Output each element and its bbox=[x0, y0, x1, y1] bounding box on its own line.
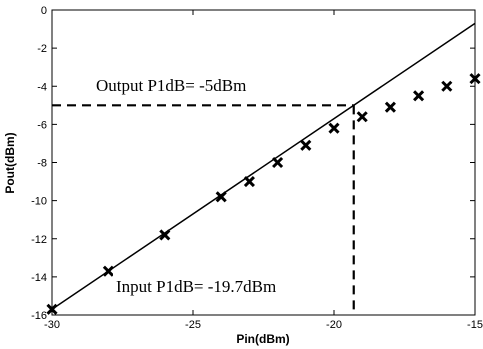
data-point-marker bbox=[356, 111, 368, 123]
data-point-marker bbox=[469, 73, 481, 85]
marker-stroke bbox=[356, 111, 368, 123]
y-tick-label: -14 bbox=[31, 272, 47, 284]
data-point-marker bbox=[215, 191, 227, 203]
data-point-marker bbox=[300, 139, 312, 151]
linear-gain-line bbox=[51, 22, 476, 310]
marker-stroke bbox=[441, 80, 453, 92]
data-point-marker bbox=[328, 122, 340, 134]
y-axis-label: Pout(dBm) bbox=[3, 132, 17, 193]
plot-frame bbox=[51, 9, 476, 316]
p1db-reference-lines bbox=[52, 104, 355, 315]
y-tick-label: -12 bbox=[31, 234, 47, 246]
input-p1db-annotation: Input P1dB= -19.7dBm bbox=[116, 277, 276, 296]
y-tick-label: 0 bbox=[41, 5, 47, 17]
marker-stroke bbox=[413, 90, 425, 102]
axis-ticks: -30 -25 -20 -15 0 -2 -4 -6 -8 -10 -12 -14 -16 bbox=[31, 5, 483, 331]
x-tick-label: -20 bbox=[326, 319, 342, 331]
data-series bbox=[46, 22, 481, 315]
y-tick-label: -6 bbox=[37, 119, 47, 131]
data-point-marker bbox=[441, 80, 453, 92]
marker-stroke bbox=[215, 191, 227, 203]
marker-stroke bbox=[159, 229, 171, 241]
x-axis-label: Pin(dBm) bbox=[236, 332, 289, 346]
y-tick-label: -4 bbox=[37, 81, 47, 93]
x-tick-label: -15 bbox=[467, 319, 483, 331]
y-tick-label: -2 bbox=[37, 43, 47, 55]
output-p1db-annotation: Output P1dB= -5dBm bbox=[96, 76, 246, 95]
marker-stroke bbox=[243, 176, 255, 188]
x-tick-label: -30 bbox=[44, 319, 60, 331]
x-tick-label: -25 bbox=[185, 319, 201, 331]
marker-stroke bbox=[328, 122, 340, 134]
marker-stroke bbox=[469, 73, 481, 85]
data-point-marker bbox=[384, 101, 396, 113]
y-tick-label: -8 bbox=[37, 158, 47, 170]
y-tick-label: -16 bbox=[31, 310, 47, 322]
marker-stroke bbox=[384, 101, 396, 113]
output-annotation-background bbox=[90, 72, 320, 98]
data-point-marker bbox=[413, 90, 425, 102]
marker-stroke bbox=[272, 156, 284, 169]
data-point-marker bbox=[159, 229, 171, 241]
marker-stroke bbox=[300, 139, 312, 151]
input-annotation-background bbox=[113, 273, 351, 299]
y-tick-label: -10 bbox=[31, 196, 47, 208]
